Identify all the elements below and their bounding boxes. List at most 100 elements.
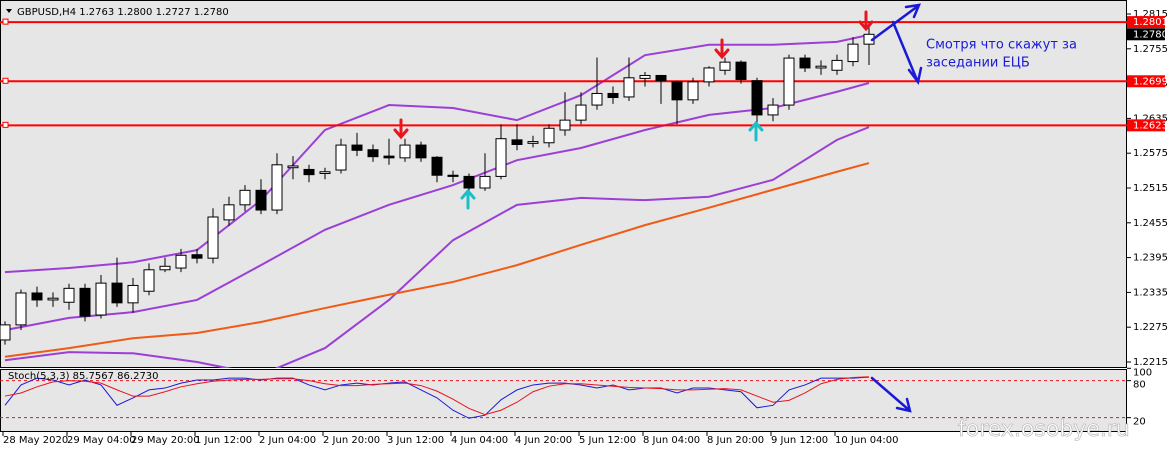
stoch-panel — [0, 369, 1127, 432]
y-tick-label: 1.2215 — [1133, 357, 1168, 368]
candle-body — [735, 61, 747, 81]
candle-body — [847, 43, 859, 63]
stoch-line — [4, 376, 870, 416]
level-label: 1.2623 — [1133, 120, 1168, 131]
candle-body — [15, 292, 27, 326]
y-tick-label: 1.2335 — [1133, 287, 1168, 298]
candle-body — [591, 92, 603, 106]
y-tick-label: 1.2515 — [1133, 183, 1168, 194]
candle-body — [383, 155, 395, 159]
candle-body — [223, 204, 235, 221]
y-tick-label: 1.2275 — [1133, 322, 1168, 333]
candle-body — [479, 175, 491, 189]
candle-body — [815, 65, 827, 69]
candle-body — [0, 324, 11, 341]
main-panel — [0, 0, 1127, 368]
candle-body — [399, 144, 411, 159]
candle-body — [303, 168, 315, 176]
candle-body — [319, 171, 331, 174]
level-handle — [2, 121, 9, 128]
candle-body — [543, 127, 555, 144]
candle-body — [671, 81, 683, 101]
candle-body — [687, 81, 699, 101]
axes: 1.2215 1.2275 1.2335 1.2395 1.2455 1.2515 1.25… — [2, 9, 1168, 446]
stoch-plot — [0, 376, 1127, 419]
candle-body — [47, 297, 59, 301]
candle-body — [799, 57, 811, 69]
x-tick-label: 29 May 20:00 — [131, 435, 200, 446]
candle-body — [495, 138, 507, 177]
candle-body — [351, 144, 363, 151]
candle-body — [239, 189, 251, 206]
candle-body — [607, 92, 619, 99]
candle-body — [751, 80, 763, 116]
x-tick-label: 3 Jun 12:00 — [387, 435, 444, 446]
candle-body — [335, 144, 347, 171]
candle-body — [143, 269, 155, 292]
annotation: заседании ЕЦБ — [926, 56, 1030, 71]
candle-body — [511, 139, 523, 146]
stoch-label: Stoch(5,3,3) 85.7567 86.2730 — [8, 371, 159, 382]
symbol-header: GBPUSD,H4 1.2763 1.2800 1.2727 1.2780 — [17, 7, 229, 18]
candle-body — [95, 282, 107, 316]
candle-body — [63, 287, 75, 303]
candle-body — [287, 165, 299, 169]
y-tick-label: 1.2815 — [1133, 9, 1168, 20]
overlay-line — [4, 126, 870, 368]
main-plot — [0, 18, 1127, 368]
overlay-line — [4, 33, 870, 274]
level-label-box — [1127, 119, 1165, 132]
y-tick-label: 20 — [1133, 417, 1146, 428]
level-label: 1.2699 — [1133, 76, 1168, 87]
x-tick-label: 2 Jun 20:00 — [323, 435, 380, 446]
candle-body — [575, 104, 587, 121]
x-tick-label: 8 Jun 04:00 — [643, 435, 700, 446]
level-label-box — [1127, 75, 1165, 88]
x-tick-label: 10 Jun 04:00 — [835, 435, 899, 446]
y-tick-label: 1.2575 — [1133, 148, 1168, 159]
overlay-line — [4, 162, 870, 358]
candle-body — [831, 59, 843, 71]
x-tick-label: 9 Jun 12:00 — [771, 435, 828, 446]
candle-body — [719, 61, 731, 71]
y-tick-label: 1.2455 — [1133, 218, 1168, 229]
candle-body — [767, 104, 779, 116]
level-handle — [2, 18, 9, 25]
candle-body — [783, 57, 795, 106]
y-tick-label: 80 — [1133, 380, 1146, 391]
level-label-box — [1127, 16, 1165, 29]
candle-body — [655, 74, 667, 82]
annotation: Смотря что скажут за — [926, 38, 1077, 53]
candle-body — [415, 144, 427, 159]
x-tick-label: 4 Jun 04:00 — [451, 435, 508, 446]
candle-body — [559, 119, 571, 131]
x-tick-label: 5 Jun 12:00 — [579, 435, 636, 446]
candle-body — [431, 156, 443, 176]
candle-body — [639, 74, 651, 79]
last-price-label: 1.2780 — [1133, 29, 1168, 40]
x-tick-label: 29 May 04:00 — [67, 435, 136, 446]
y-tick-label: 1.2395 — [1133, 253, 1168, 264]
y-tick-label: 1.2635 — [1133, 113, 1168, 124]
candle-body — [623, 77, 635, 98]
watermark: forex.osobye.ru — [958, 417, 1130, 442]
y-tick-label: 1.2755 — [1133, 44, 1168, 55]
candle-body — [191, 254, 203, 259]
candle-body — [463, 175, 475, 189]
last-price-box — [1127, 28, 1165, 41]
candle-body — [111, 282, 123, 304]
candle-body — [175, 254, 187, 269]
stoch-line — [4, 376, 870, 419]
candle-body — [703, 67, 715, 83]
candle-body — [127, 284, 139, 304]
candle-body — [79, 287, 91, 317]
candle-body — [255, 189, 267, 211]
candle-body — [367, 149, 379, 158]
candle-body — [207, 216, 219, 259]
candle-body — [271, 164, 283, 211]
menu-triangle — [6, 9, 12, 13]
x-tick-label: 2 Jun 04:00 — [259, 435, 316, 446]
y-tick-label: 100 — [1133, 367, 1152, 378]
candle-body — [31, 292, 43, 301]
